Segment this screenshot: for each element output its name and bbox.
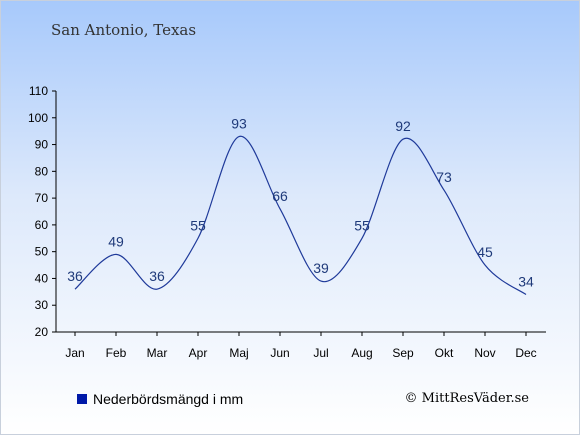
y-tick-label: 20: [35, 325, 49, 339]
data-label: 93: [231, 116, 247, 132]
x-tick-label: Jul: [313, 346, 328, 360]
x-tick-label: Aug: [351, 346, 372, 360]
y-tick-label: 90: [35, 138, 49, 152]
legend: Nederbördsmängd i mm: [77, 391, 243, 407]
y-tick-label: 50: [35, 245, 49, 259]
x-tick-label: Mar: [147, 346, 168, 360]
data-label: 36: [67, 268, 83, 284]
y-tick-label: 30: [35, 298, 49, 312]
chart-title: San Antonio, Texas: [51, 21, 197, 39]
y-tick-label: 80: [35, 164, 49, 178]
y-tick-label: 40: [35, 271, 49, 285]
y-tick-label: 110: [29, 84, 48, 98]
x-tick-label: Sep: [392, 346, 414, 360]
copyright-credit: © MittResVäder.se: [404, 391, 529, 406]
y-tick-label: 100: [28, 111, 48, 125]
data-label: 34: [518, 274, 534, 290]
legend-swatch: [77, 394, 87, 404]
x-tick-label: Jan: [65, 346, 84, 360]
x-tick-label: Feb: [106, 346, 127, 360]
x-tick-label: Okt: [435, 346, 454, 360]
x-tick-label: Maj: [229, 346, 248, 360]
data-label: 73: [436, 169, 452, 185]
x-tick-label: Apr: [189, 346, 208, 360]
legend-label: Nederbördsmängd i mm: [93, 391, 244, 407]
data-label: 92: [395, 118, 411, 134]
x-tick-label: Nov: [474, 346, 495, 360]
data-label: 45: [477, 244, 493, 260]
data-label: 36: [149, 268, 165, 284]
data-label: 49: [108, 233, 124, 249]
data-label: 55: [190, 217, 206, 233]
precipitation-line: [74, 135, 527, 296]
y-tick-label: 60: [35, 218, 49, 232]
y-tick-label: 70: [35, 191, 49, 205]
data-label: 66: [272, 188, 288, 204]
x-tick-label: Jun: [270, 346, 289, 360]
x-tick-label: Dec: [515, 346, 536, 360]
data-label: 39: [313, 260, 329, 276]
data-label: 55: [354, 217, 370, 233]
